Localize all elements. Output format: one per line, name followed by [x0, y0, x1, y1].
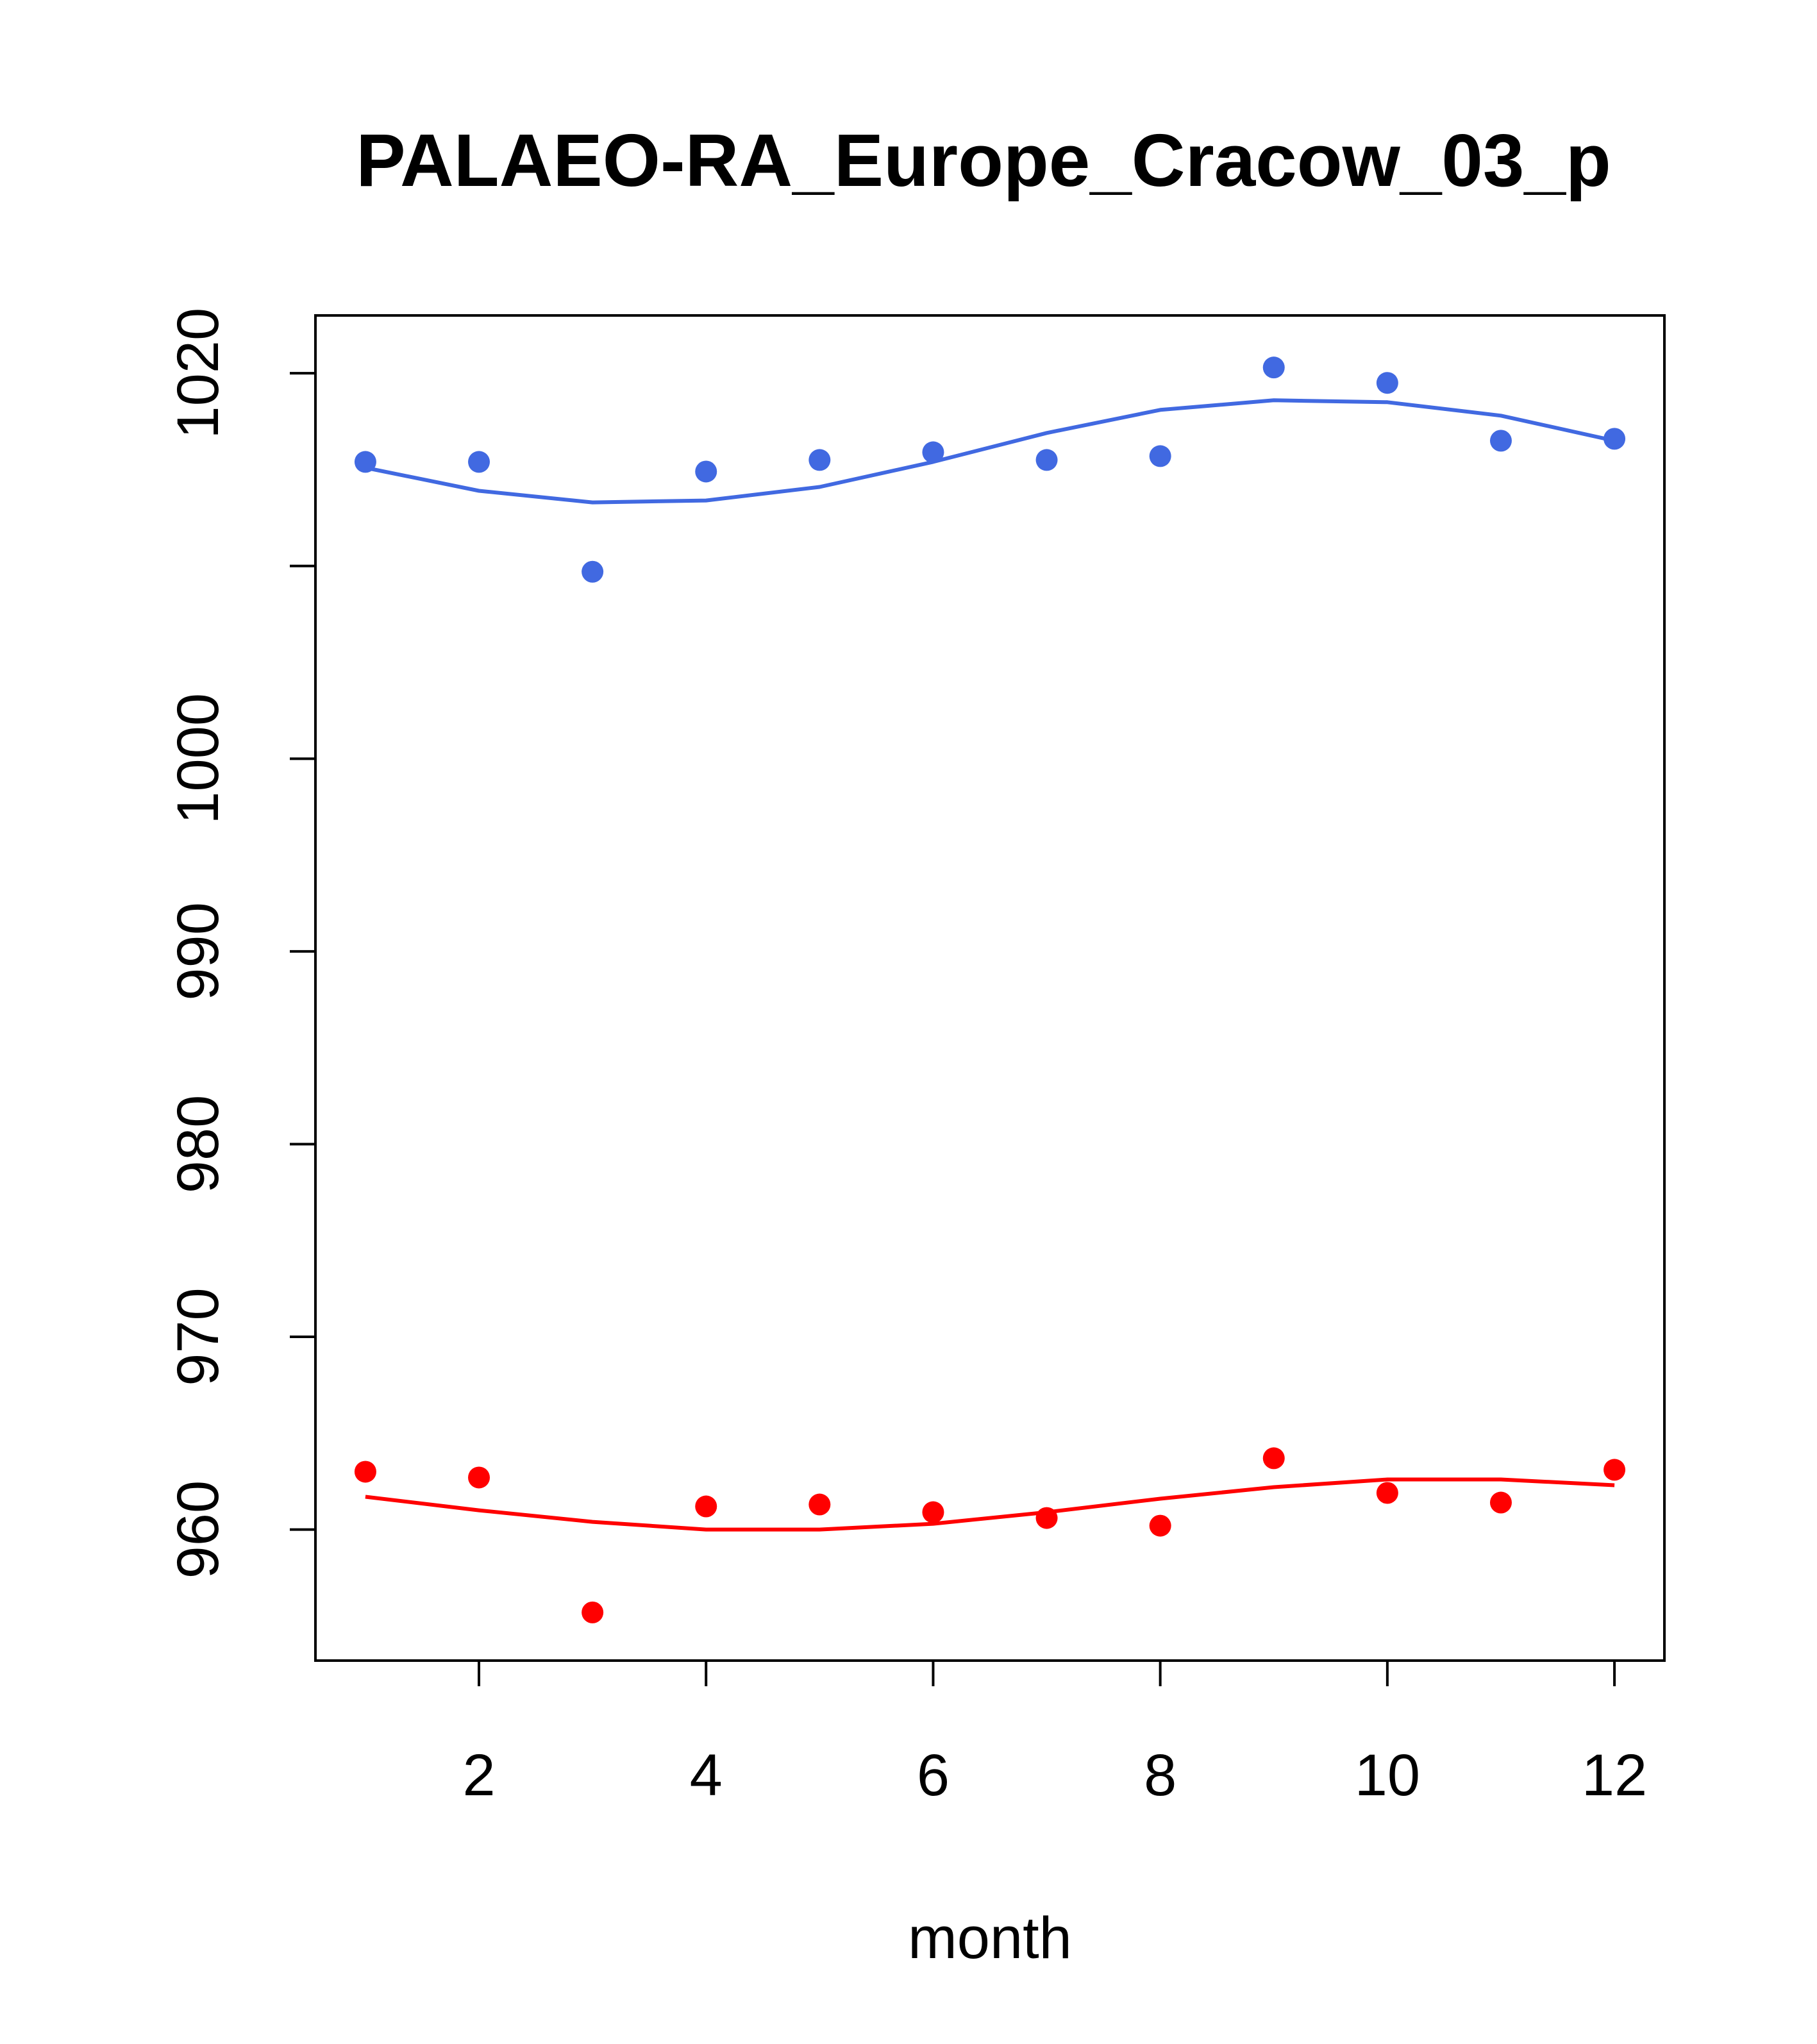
series-1-smooth-line — [365, 398, 1615, 505]
series-1-point — [1035, 449, 1058, 471]
x-tick-label: 4 — [690, 1743, 723, 1808]
series-1-point — [1262, 356, 1285, 379]
x-tick-label: 2 — [462, 1743, 495, 1808]
series-2-point — [1376, 1482, 1398, 1504]
x-tick-label: 12 — [1582, 1743, 1647, 1808]
series-1-point — [354, 451, 376, 473]
y-axis: 960 970 980 990 1000 1020 — [165, 308, 317, 1579]
series-1-point — [1603, 428, 1626, 450]
series-2-point — [1149, 1514, 1171, 1537]
series-2-smooth-line — [365, 1477, 1615, 1532]
series-2 — [354, 1447, 1626, 1623]
series-2-point — [1035, 1507, 1058, 1529]
series-1-point — [1489, 430, 1512, 452]
chart-title: PALAEO-RA_Europe_Cracow_03_p — [356, 119, 1611, 202]
series-2-point — [1489, 1491, 1512, 1514]
series-2-point — [695, 1495, 717, 1518]
series-1 — [354, 356, 1626, 583]
y-tick-label: 1000 — [165, 693, 231, 825]
series-1-point — [1149, 445, 1171, 467]
series-1-point — [695, 460, 717, 483]
series-2-point — [1262, 1447, 1285, 1470]
x-axis-label: month — [908, 1906, 1072, 1971]
series-1-point — [808, 449, 831, 471]
x-tick-label: 10 — [1355, 1743, 1420, 1808]
y-tick-label: 1020 — [165, 308, 231, 439]
series-2-point — [1603, 1459, 1626, 1481]
series-2-point — [582, 1601, 604, 1623]
series-1-point — [582, 560, 604, 583]
series-2-point — [468, 1466, 490, 1489]
x-axis: 2 4 6 8 10 12 — [462, 1659, 1647, 1808]
series-1-point — [468, 451, 490, 473]
series-1-point — [1376, 372, 1398, 394]
y-tick-label: 990 — [165, 902, 231, 1001]
series-2-point — [922, 1501, 944, 1523]
series-2-point — [808, 1493, 831, 1516]
series-layer — [354, 356, 1626, 1623]
series-1-point — [922, 441, 944, 464]
x-tick-label: 8 — [1144, 1743, 1176, 1808]
y-tick-label: 960 — [165, 1480, 231, 1579]
y-tick-label: 980 — [165, 1095, 231, 1194]
plot-frame — [314, 314, 1666, 1662]
x-tick-label: 6 — [917, 1743, 950, 1808]
y-tick-label: 970 — [165, 1287, 231, 1386]
series-2-point — [354, 1461, 376, 1483]
